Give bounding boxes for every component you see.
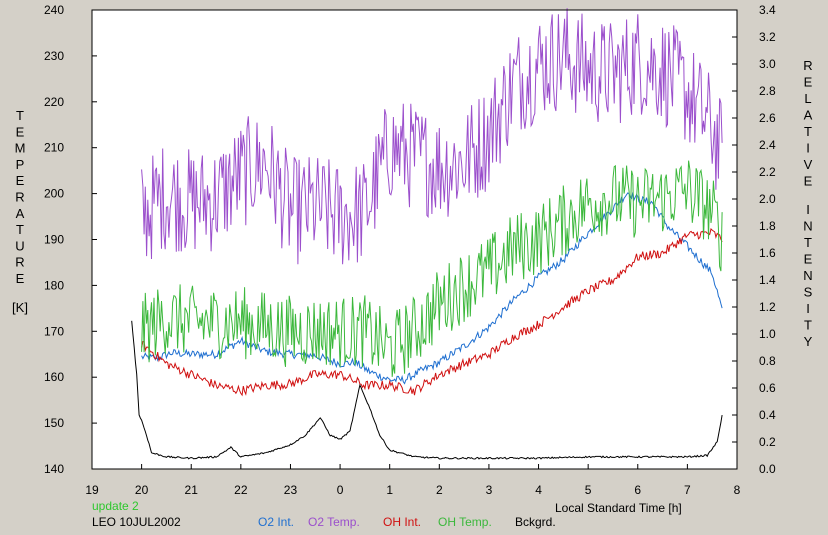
right-tick-label: 2.8 [759, 84, 776, 98]
x-tick-label: 4 [535, 483, 542, 497]
right-title-letter: V [804, 157, 813, 172]
x-tick-label: 0 [337, 483, 344, 497]
right-tick-label: 1.4 [759, 273, 776, 287]
right-tick-label: 2.4 [759, 138, 776, 152]
legend-entry: OH Int. [383, 515, 421, 529]
right-tick-label: 3.2 [759, 30, 776, 44]
x-tick-label: 3 [486, 483, 493, 497]
left-title-letter: E [16, 124, 25, 139]
left-axis-unit: [K] [12, 300, 28, 315]
x-tick-label: 7 [684, 483, 691, 497]
update-label: update 2 [92, 499, 139, 513]
right-title-letter: Y [804, 334, 813, 349]
right-tick-label: 2.2 [759, 165, 776, 179]
legend-entry: O2 Temp. [308, 515, 360, 529]
left-tick-label: 170 [44, 324, 64, 338]
x-tick-label: 2 [436, 483, 443, 497]
right-tick-label: 1.6 [759, 246, 776, 260]
left-tick-label: 160 [44, 370, 64, 384]
left-tick-label: 210 [44, 141, 64, 155]
x-tick-label: 19 [85, 483, 99, 497]
right-title-letter: T [804, 124, 812, 139]
left-title-letter: E [16, 173, 25, 188]
right-tick-label: 1.2 [759, 300, 776, 314]
series-layer [131, 8, 723, 460]
right-title-letter: E [804, 252, 813, 267]
legend-entry: Bckgrd. [515, 515, 556, 529]
series-line [141, 160, 723, 377]
right-title-letter: L [804, 91, 811, 106]
legend-entry: OH Temp. [438, 515, 492, 529]
x-tick-label: 5 [585, 483, 592, 497]
left-title-letter: A [16, 206, 25, 221]
series-line [141, 192, 723, 385]
right-tick-label: 2.6 [759, 111, 776, 125]
right-tick-label: 3.4 [759, 3, 776, 17]
right-title-letter: I [806, 301, 810, 316]
left-title-letter: E [16, 271, 25, 286]
left-tick-label: 180 [44, 278, 64, 292]
right-title-letter: S [804, 285, 813, 300]
left-axis: 240 230 220 210 200 190 180 170 160 150 140 [44, 3, 97, 476]
left-tick-label: 230 [44, 49, 64, 63]
x-tick-label: 6 [634, 483, 641, 497]
series-line [141, 8, 723, 265]
right-tick-label: 0.6 [759, 381, 776, 395]
left-tick-label: 200 [44, 187, 64, 201]
right-title-letter: A [804, 108, 813, 123]
right-title-letter: T [804, 235, 812, 250]
legend-entry: O2 Int. [258, 515, 294, 529]
right-tick-label: 1.8 [759, 219, 776, 233]
right-tick-label: 0.2 [759, 435, 776, 449]
right-title-letter: I [806, 202, 810, 217]
left-title-letter: P [16, 157, 25, 172]
left-tick-label: 140 [44, 462, 64, 476]
x-tick-label: 21 [185, 483, 199, 497]
x-tick-label: 1 [386, 483, 393, 497]
left-tick-label: 220 [44, 95, 64, 109]
right-title-letter: E [804, 174, 813, 189]
x-axis: 19 20 21 22 23 0 1 2 3 4 5 6 7 8 [85, 464, 741, 497]
right-tick-label: 0.8 [759, 354, 776, 368]
right-tick-label: 0.0 [759, 462, 776, 476]
x-axis-title: Local Standard Time [h] [555, 501, 682, 515]
right-tick-label: 1.0 [759, 327, 776, 341]
left-title-letter: R [15, 190, 24, 205]
x-tick-label: 20 [135, 483, 149, 497]
left-title-letter: T [16, 222, 24, 237]
right-title-letter: R [803, 58, 812, 73]
right-tick-label: 2.0 [759, 192, 776, 206]
left-title-letter: R [15, 255, 24, 270]
legend: O2 Int. O2 Temp. OH Int. OH Temp. Bckgrd. [258, 515, 556, 529]
right-title-letter: N [803, 268, 812, 283]
right-title-letter: I [806, 141, 810, 156]
right-axis: 3.4 3.2 3.0 2.8 2.6 2.4 2.2 2.0 1.8 1.6 1.4 1.2 1.0 0… [732, 3, 776, 476]
right-tick-label: 0.4 [759, 408, 776, 422]
x-tick-label: 8 [734, 483, 741, 497]
right-title-letter: T [804, 318, 812, 333]
x-tick-label: 22 [234, 483, 248, 497]
left-title-letter: M [15, 141, 26, 156]
station-label: LEO 10JUL2002 [92, 515, 181, 529]
right-tick-label: 3.0 [759, 57, 776, 71]
left-title-letter: U [15, 238, 24, 253]
left-title-letter: T [16, 108, 24, 123]
right-title-letter: E [804, 75, 813, 90]
right-title-letter: N [803, 219, 812, 234]
x-tick-label: 23 [284, 483, 298, 497]
series-line [141, 228, 723, 397]
left-tick-label: 190 [44, 233, 64, 247]
left-tick-label: 240 [44, 3, 64, 17]
series-line [131, 320, 723, 460]
left-tick-label: 150 [44, 416, 64, 430]
